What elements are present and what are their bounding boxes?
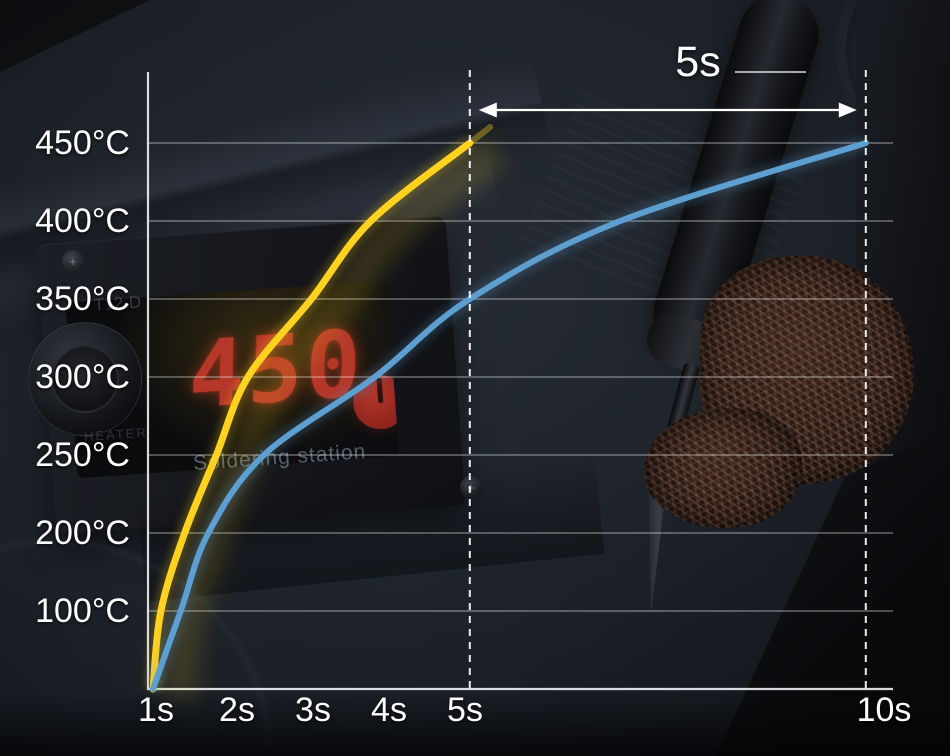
x-axis-label: 4s <box>371 691 407 729</box>
curves-group <box>145 123 869 699</box>
screw-icon: + <box>62 250 84 272</box>
axis-frame <box>146 72 893 691</box>
y-axis-label: 450°C <box>35 124 130 162</box>
y-axis-label: 350°C <box>35 280 130 318</box>
series-fast-heatup-yellow <box>149 139 474 693</box>
y-axis-label: 200°C <box>35 514 130 552</box>
series-slow-heatup-blue <box>150 140 869 692</box>
x-axis-label: 10s <box>856 691 912 729</box>
arrowhead-right <box>838 102 857 118</box>
gridlines-group <box>148 142 893 612</box>
fade-tail-fast-heatup-yellow <box>466 123 494 146</box>
y-axis-label: 250°C <box>35 436 130 474</box>
arrowhead-left <box>478 102 497 118</box>
span-annotation-label: 5s <box>675 38 721 86</box>
brass-wool-cleaner <box>644 408 802 528</box>
y-axis-label: 100°C <box>35 592 130 630</box>
x-axis-label: 3s <box>295 691 331 729</box>
x-axis-label: 2s <box>219 691 255 729</box>
y-axis-label: 400°C <box>35 202 130 240</box>
handle-connector-knob <box>28 322 142 436</box>
x-axis-label: 1s <box>138 691 174 729</box>
shadow-gradient <box>0 692 950 756</box>
screw-cross-glyph: + <box>69 253 77 269</box>
x-axis-label: 5s <box>447 691 483 729</box>
y-axis-label: 300°C <box>35 358 130 396</box>
annotations-group <box>468 70 867 688</box>
